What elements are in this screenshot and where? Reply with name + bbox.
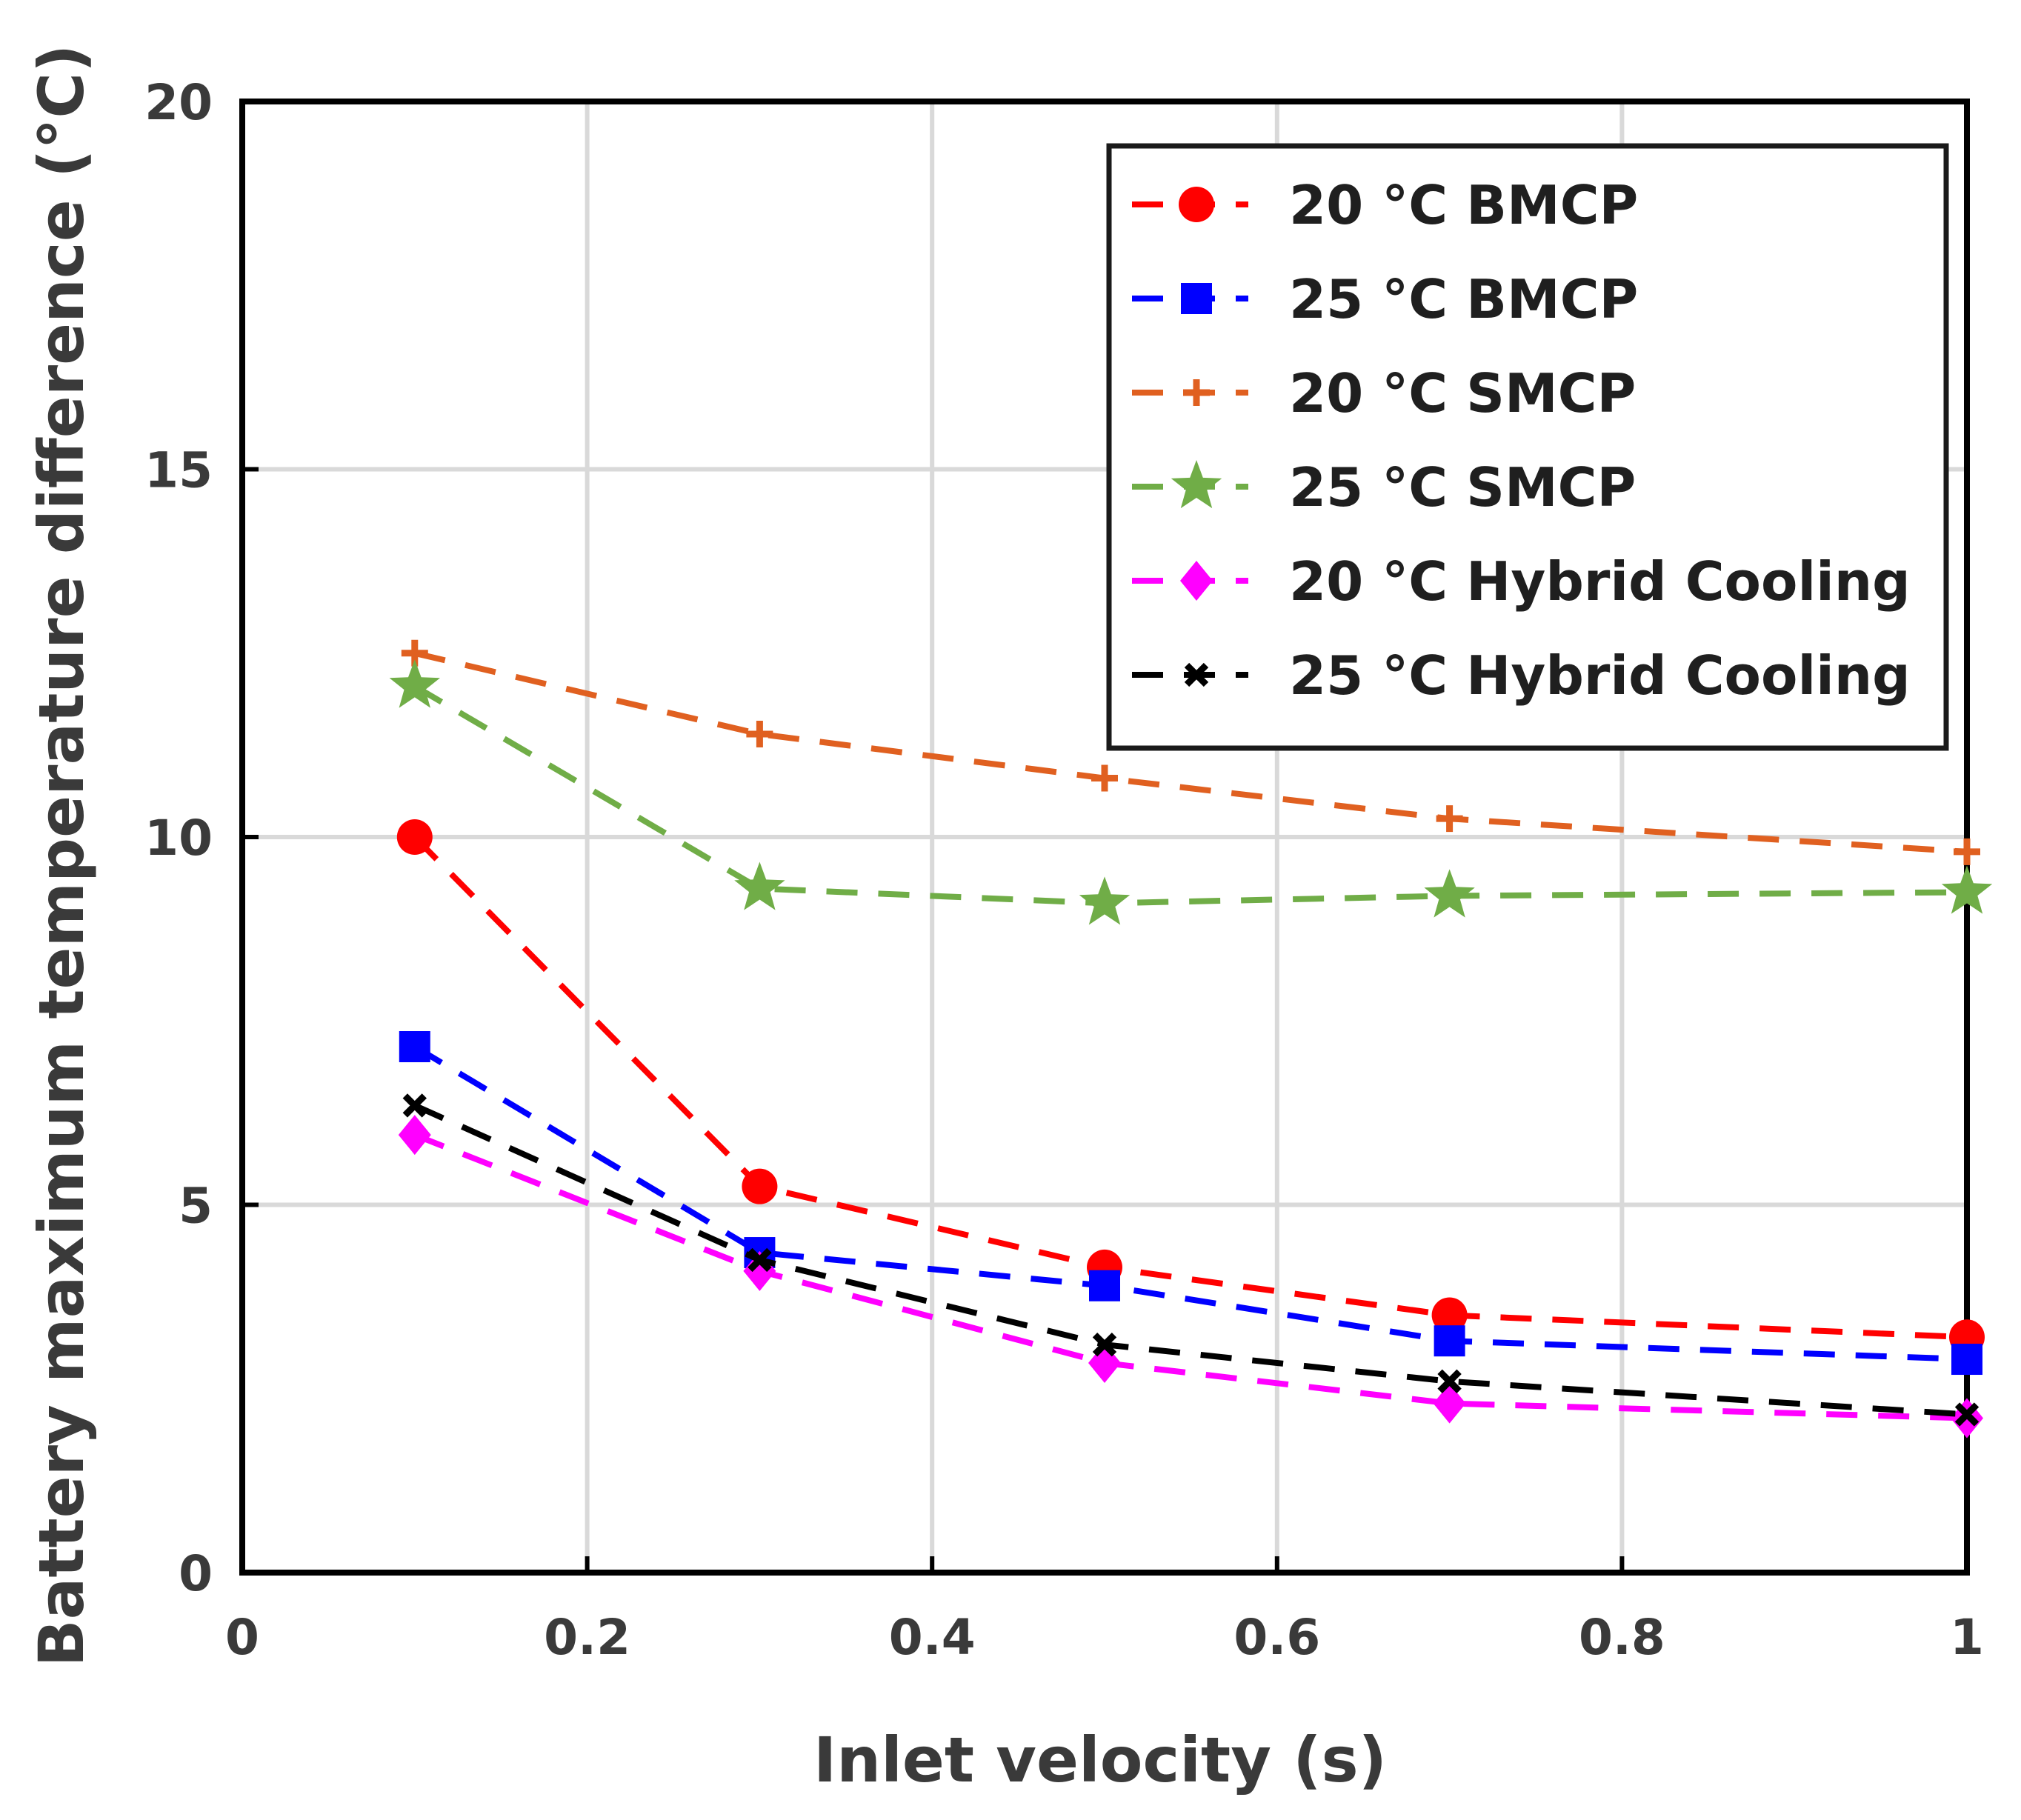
legend-marker	[1181, 283, 1212, 314]
legend-marker	[1180, 561, 1213, 601]
legend-box	[1106, 143, 1949, 751]
y-tick-label: 0	[179, 1545, 213, 1602]
x-tick-label: 0.8	[1579, 1609, 1665, 1666]
legend-entry: 25 °C SMCP	[1132, 456, 1636, 519]
legend-label: 20 °C SMCP	[1289, 362, 1636, 424]
data-point	[1941, 865, 1993, 914]
data-point	[402, 1093, 427, 1118]
data-point	[1079, 876, 1131, 925]
series-20-c-hybrid-cooling	[398, 1115, 1983, 1439]
legend-entry: 20 °C Hybrid Cooling	[1132, 550, 1911, 613]
data-point	[1089, 1270, 1120, 1301]
legend-entry: 25 °C Hybrid Cooling	[1132, 644, 1911, 707]
legend: 20 °C BMCP 25 °C BMCP 20 °C SMCP 25 °C SMCP…	[1106, 143, 1949, 751]
legend-marker	[1183, 379, 1210, 406]
series-20-c-bmcp	[396, 819, 1985, 1356]
series-line	[413, 1102, 1968, 1418]
y-axis-label: Battery maximum temperature difference (…	[25, 44, 98, 1667]
y-tick-label: 5	[179, 1178, 213, 1235]
data-point	[1433, 1383, 1466, 1424]
legend-label: 20 °C BMCP	[1289, 174, 1638, 236]
data-point	[1424, 869, 1475, 918]
data-point	[748, 1247, 772, 1273]
y-tick-label: 20	[144, 74, 213, 131]
data-point	[1431, 1297, 1468, 1333]
series-25-c-smcp	[389, 659, 1993, 925]
y-tick-label: 10	[144, 810, 213, 867]
data-point	[1437, 1369, 1462, 1394]
legend-label: 25 °C Hybrid Cooling	[1289, 644, 1911, 707]
legend-label: 20 °C Hybrid Cooling	[1289, 550, 1911, 613]
x-tick-label: 0.2	[544, 1609, 630, 1666]
data-point	[1092, 1332, 1117, 1357]
series-line	[412, 835, 1968, 1341]
data-point	[396, 819, 433, 855]
y-tick-label: 15	[144, 442, 213, 499]
data-point	[1436, 805, 1463, 833]
legend-entry: 20 °C SMCP	[1132, 362, 1636, 424]
legend-label: 25 °C SMCP	[1289, 456, 1636, 519]
legend-marker	[1179, 187, 1214, 222]
legend-label: 25 °C BMCP	[1289, 268, 1638, 330]
data-point	[742, 1168, 778, 1204]
data-point	[399, 1031, 430, 1063]
legend-entry: 20 °C BMCP	[1132, 174, 1638, 236]
series-25-c-hybrid-cooling	[402, 1093, 1980, 1427]
series-layer	[389, 639, 1993, 1439]
x-tick-label: 0.6	[1233, 1609, 1320, 1666]
x-tick-label: 0	[225, 1609, 259, 1666]
data-point	[1954, 1402, 1980, 1427]
series-20-c-smcp	[401, 639, 1980, 865]
legend-marker	[1171, 460, 1222, 509]
x-axis-label: Inlet velocity (s)	[813, 1724, 1387, 1796]
legend-marker	[1184, 662, 1209, 687]
x-tick-label: 0.4	[889, 1609, 976, 1666]
data-point	[1951, 1344, 1982, 1376]
data-point	[746, 720, 773, 747]
data-point	[1091, 764, 1118, 792]
data-point	[1434, 1325, 1465, 1357]
data-point	[389, 659, 440, 708]
data-point	[734, 861, 785, 910]
data-point	[1954, 838, 1980, 865]
series-line	[413, 1132, 1968, 1421]
legend-entry: 25 °C BMCP	[1132, 268, 1638, 330]
series-25-c-bmcp	[399, 1031, 1982, 1376]
x-tick-label: 1	[1950, 1609, 1984, 1666]
data-point	[398, 1115, 431, 1156]
